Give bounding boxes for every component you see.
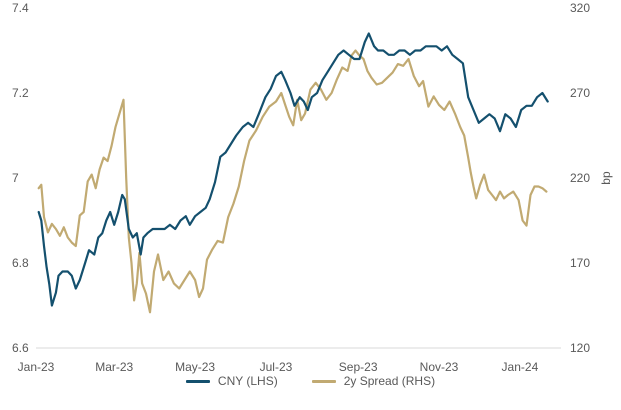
y-left-tick-label: 7.2 bbox=[12, 86, 29, 100]
x-tick-label: Nov-23 bbox=[420, 360, 459, 374]
y-left-tick-label: 6.6 bbox=[12, 341, 29, 355]
y-right-tick-label: 270 bbox=[570, 86, 590, 100]
x-tick-label: May-23 bbox=[175, 360, 215, 374]
x-tick-label: Jan-23 bbox=[18, 360, 55, 374]
y-left-tick-label: 7 bbox=[12, 171, 19, 185]
legend-swatch-2y-spread bbox=[311, 379, 336, 383]
x-tick-label: Jan-24 bbox=[502, 360, 539, 374]
series-line-2y-spread bbox=[37, 49, 548, 314]
legend-item-2y-spread: 2y Spread (RHS) bbox=[311, 374, 436, 388]
x-tick-label: Sep-23 bbox=[339, 360, 378, 374]
series-line-cny bbox=[37, 32, 549, 307]
legend-swatch-cny bbox=[185, 379, 210, 383]
legend: CNY (LHS) 2y Spread (RHS) bbox=[0, 374, 621, 388]
y-right-tick-label: 320 bbox=[570, 1, 590, 15]
y-right-tick-label: 170 bbox=[570, 256, 590, 270]
y-right-tick-label: 220 bbox=[570, 171, 590, 185]
y-right-tick-label: 120 bbox=[570, 341, 590, 355]
legend-label-2y-spread: 2y Spread (RHS) bbox=[343, 374, 436, 388]
y-left-tick-label: 7.4 bbox=[12, 1, 29, 15]
y-right-axis-title: bp bbox=[599, 171, 613, 185]
x-tick-label: Jul-23 bbox=[260, 360, 293, 374]
legend-item-cny: CNY (LHS) bbox=[185, 374, 278, 388]
legend-label-cny: CNY (LHS) bbox=[217, 374, 278, 388]
x-tick-label: Mar-23 bbox=[95, 360, 133, 374]
y-left-tick-label: 6.8 bbox=[12, 256, 29, 270]
